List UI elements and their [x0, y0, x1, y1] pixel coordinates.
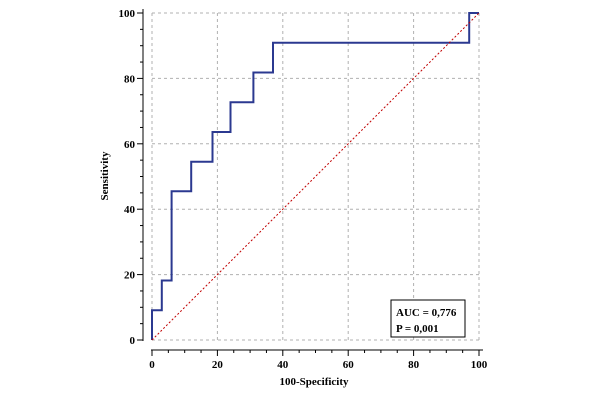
- y-axis-title: Sensitivity: [99, 151, 111, 200]
- y-tick-label: 100: [119, 8, 136, 20]
- x-tick-label: 0: [149, 359, 155, 371]
- x-axis-title: 100-Specificity: [279, 376, 349, 388]
- axes: [137, 9, 483, 356]
- roc-curve-line: [151, 12, 479, 340]
- y-tick-label: 40: [124, 204, 136, 216]
- y-tick-label: 60: [124, 139, 136, 151]
- x-tick-label: 60: [343, 359, 355, 371]
- annotation-box: AUC = 0,776 P = 0,001: [390, 299, 466, 338]
- y-tick-label: 0: [130, 335, 136, 347]
- auc-annotation: AUC = 0,776: [396, 307, 457, 319]
- grid-lines: [151, 12, 480, 341]
- tick-labels: 0 20 40 60 80 100 0 20 40 60 80 100: [119, 8, 488, 371]
- y-tick-label: 20: [124, 270, 136, 282]
- annotation-frame: [390, 299, 466, 338]
- x-tick-label: 80: [408, 359, 420, 371]
- p-value-annotation: P = 0,001: [396, 323, 439, 335]
- reference-diagonal-line: [151, 12, 480, 341]
- series-layer: [151, 12, 480, 341]
- x-tick-label: 100: [471, 359, 488, 371]
- x-tick-label: 20: [212, 359, 224, 371]
- y-tick-label: 80: [124, 73, 136, 85]
- x-tick-label: 40: [277, 359, 289, 371]
